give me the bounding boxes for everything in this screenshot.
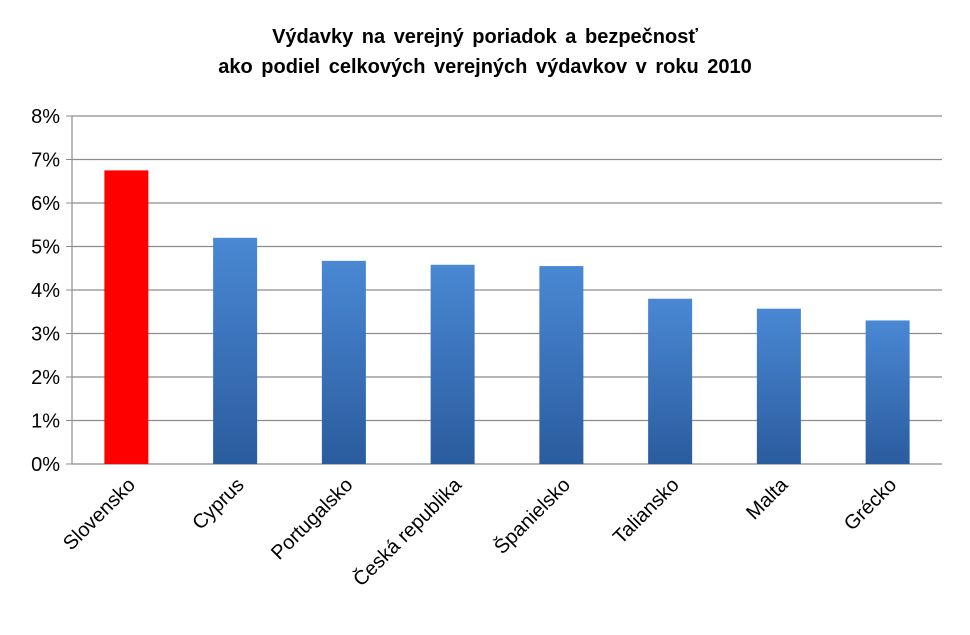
- bar-cyprus: [213, 237, 258, 464]
- chart-title-line-1: Výdavky na verejný poriadok a bezpečnosť: [272, 26, 698, 48]
- y-tick-label: 1%: [31, 411, 60, 433]
- bar-španielsko: [539, 266, 584, 464]
- bar-malta: [756, 308, 801, 464]
- chart-title: Výdavky na verejný poriadok a bezpečnosť…: [0, 22, 970, 82]
- x-tick-label: Taliansko: [609, 474, 684, 549]
- bar-portugalsko: [321, 260, 366, 464]
- y-axis-ticks: 0% 1% 2% 3% 4% 5% 6% 7% 8%: [31, 106, 72, 476]
- x-tick-label: Malta: [742, 473, 793, 524]
- gridlines: [72, 115, 942, 465]
- bar-taliansko: [648, 298, 693, 464]
- bar-grécko: [865, 320, 910, 464]
- y-tick-label: 0%: [31, 454, 60, 476]
- x-tick-label: Španielsko: [489, 473, 574, 558]
- y-tick-label: 4%: [31, 280, 60, 302]
- x-tick-label: Česká republika: [348, 473, 466, 591]
- bar-slovensko: [104, 170, 149, 464]
- x-tick-label: Cyprus: [188, 474, 248, 534]
- bar-česká-republika: [430, 264, 475, 464]
- x-tick-label: Portugalsko: [267, 474, 357, 564]
- bars: [104, 170, 910, 464]
- y-tick-label: 6%: [31, 193, 60, 215]
- x-tick-label: Grécko: [840, 474, 901, 535]
- y-tick-label: 3%: [31, 324, 60, 346]
- y-tick-label: 2%: [31, 367, 60, 389]
- y-tick-label: 8%: [31, 106, 60, 128]
- y-tick-label: 7%: [31, 150, 60, 172]
- x-tick-label: Slovensko: [59, 474, 140, 555]
- chart-title-line-2: ako podiel celkových verejných výdavkov …: [218, 56, 752, 78]
- y-tick-label: 5%: [31, 237, 60, 259]
